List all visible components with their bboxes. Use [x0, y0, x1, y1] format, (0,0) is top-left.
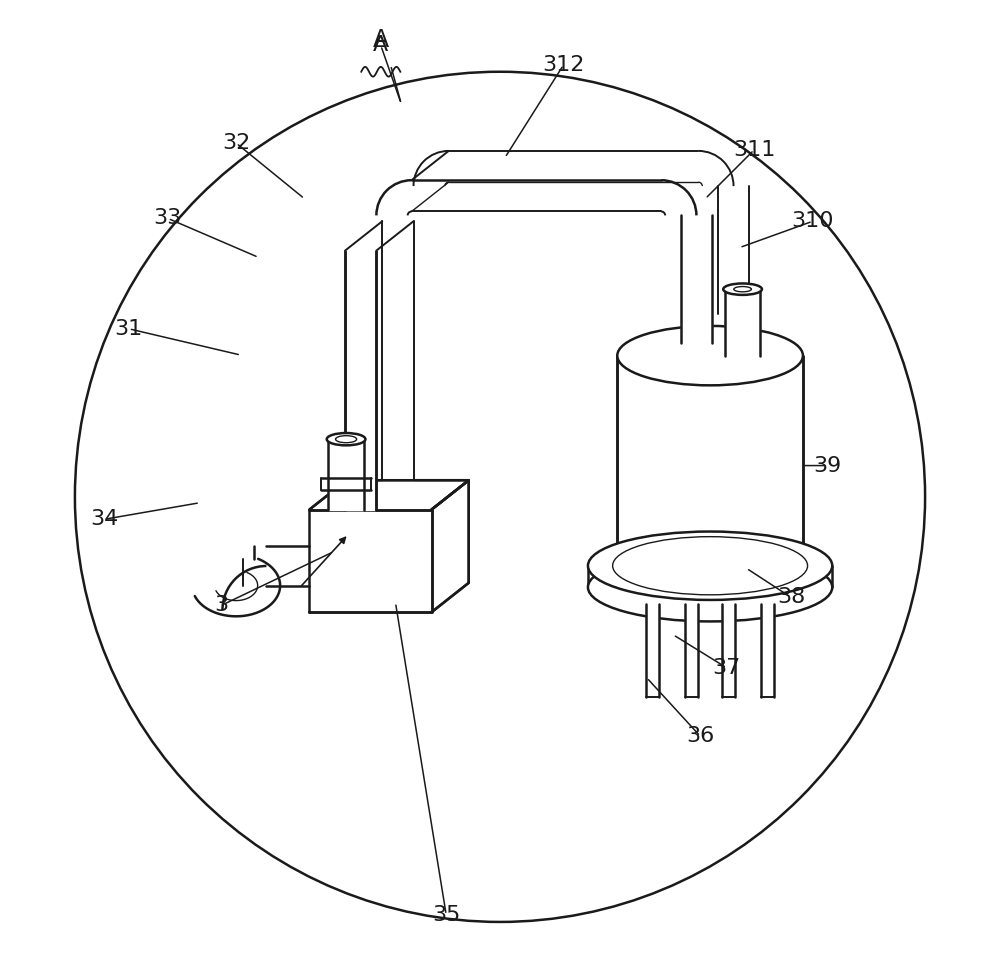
Polygon shape	[617, 356, 803, 565]
Ellipse shape	[588, 553, 832, 621]
Polygon shape	[681, 216, 712, 343]
Text: 35: 35	[432, 906, 460, 925]
Polygon shape	[376, 180, 661, 212]
Text: A: A	[373, 35, 388, 55]
Polygon shape	[685, 605, 698, 697]
Text: 31: 31	[115, 318, 143, 339]
Polygon shape	[718, 186, 749, 315]
Text: A: A	[373, 28, 389, 53]
Polygon shape	[345, 251, 376, 510]
Polygon shape	[414, 151, 698, 182]
Ellipse shape	[327, 433, 365, 445]
Polygon shape	[309, 480, 469, 510]
Ellipse shape	[336, 436, 357, 443]
Text: 32: 32	[222, 133, 250, 153]
Polygon shape	[328, 439, 364, 510]
Ellipse shape	[617, 326, 803, 385]
Polygon shape	[761, 605, 774, 697]
Ellipse shape	[723, 283, 762, 295]
Text: 311: 311	[733, 140, 775, 160]
Text: 310: 310	[791, 212, 834, 231]
Polygon shape	[382, 221, 414, 480]
Text: 39: 39	[813, 456, 841, 475]
Polygon shape	[725, 289, 760, 356]
Text: 38: 38	[777, 587, 805, 608]
Text: 36: 36	[686, 726, 714, 746]
Polygon shape	[588, 565, 832, 587]
Text: 312: 312	[542, 55, 585, 74]
Text: 34: 34	[90, 510, 118, 529]
Polygon shape	[432, 480, 469, 612]
Circle shape	[75, 72, 925, 922]
Text: 33: 33	[154, 209, 182, 228]
Text: 37: 37	[713, 658, 741, 678]
Polygon shape	[309, 510, 432, 612]
Polygon shape	[646, 605, 659, 697]
Ellipse shape	[588, 531, 832, 600]
Polygon shape	[722, 605, 735, 697]
Polygon shape	[195, 559, 280, 616]
Text: 3: 3	[214, 595, 229, 615]
Ellipse shape	[734, 286, 751, 292]
